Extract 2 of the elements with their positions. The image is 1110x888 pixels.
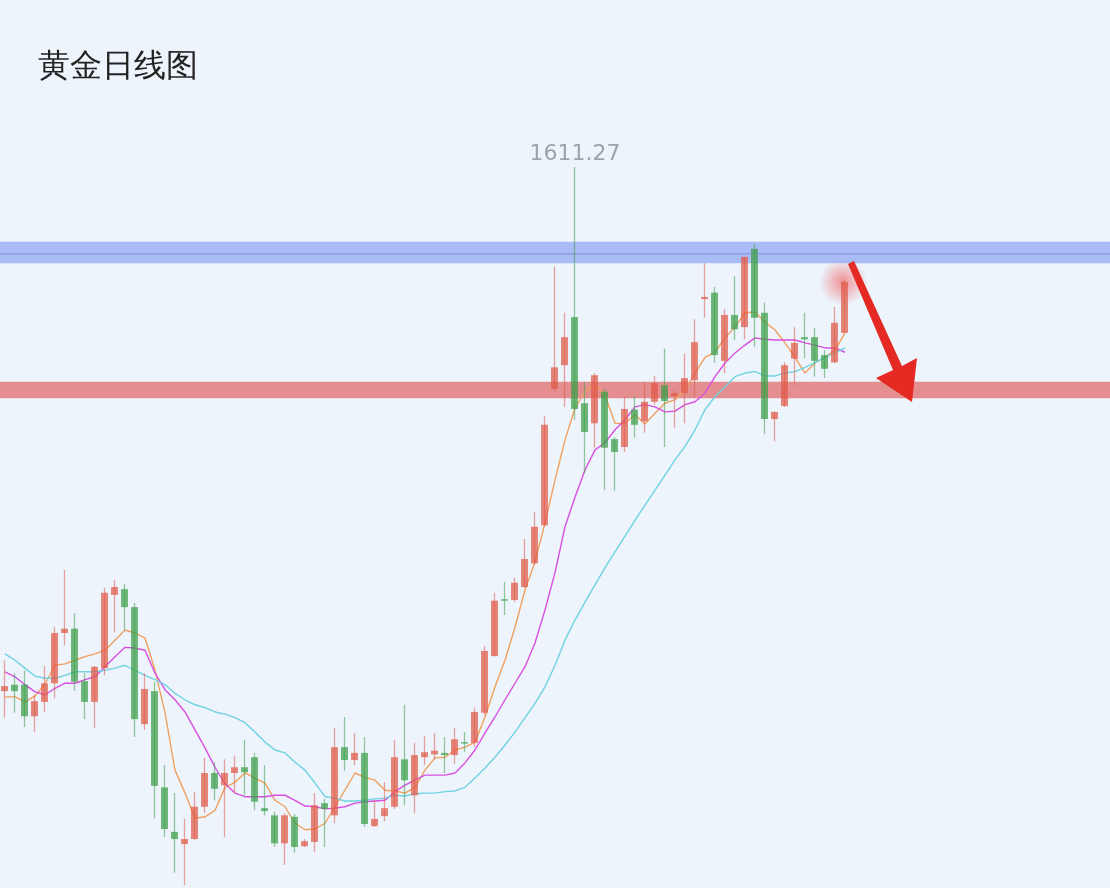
- annotation: 1611.27: [529, 140, 621, 165]
- chart-title: 黄金日线图: [38, 45, 198, 86]
